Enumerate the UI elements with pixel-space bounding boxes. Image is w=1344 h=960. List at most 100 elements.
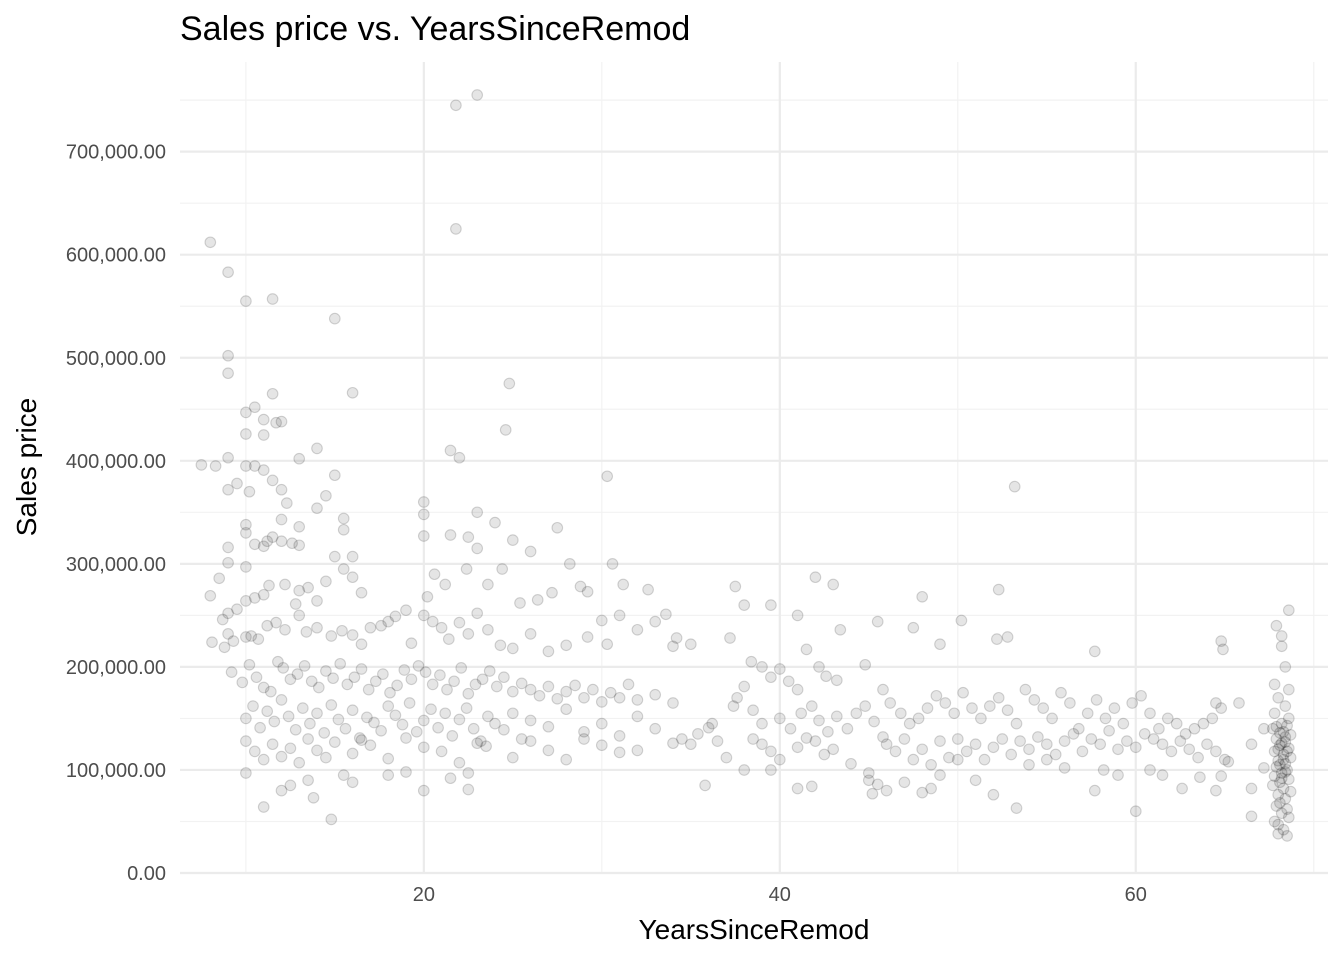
data-point	[1144, 707, 1156, 720]
data-point	[622, 678, 635, 691]
data-point	[336, 624, 348, 637]
data-point	[248, 538, 261, 551]
data-point	[724, 632, 736, 644]
data-point	[346, 704, 359, 717]
data-point	[1023, 758, 1035, 771]
data-point	[332, 713, 345, 726]
data-point	[311, 621, 323, 634]
data-point	[266, 738, 279, 751]
data-point	[266, 531, 279, 543]
data-point	[1258, 722, 1270, 735]
data-point	[325, 813, 338, 826]
data-point	[284, 779, 297, 792]
data-point	[809, 571, 822, 584]
data-point	[483, 665, 496, 677]
data-point	[346, 571, 359, 584]
data-point	[1270, 720, 1283, 733]
data-point	[412, 660, 425, 672]
data-point	[813, 661, 825, 673]
data-point	[595, 696, 608, 708]
data-point	[462, 628, 475, 640]
data-point	[1215, 635, 1228, 647]
data-point	[898, 733, 911, 745]
data-point	[595, 614, 608, 627]
data-point	[581, 631, 594, 643]
data-point	[222, 266, 234, 279]
x-tick-label: 20	[413, 884, 435, 906]
data-point	[252, 633, 265, 645]
data-point	[327, 672, 339, 685]
data-point	[453, 616, 466, 629]
data-point	[462, 767, 475, 779]
data-point	[240, 595, 252, 607]
data-point	[745, 655, 758, 668]
data-point	[293, 609, 306, 622]
data-point	[222, 607, 234, 620]
data-point	[300, 626, 313, 638]
data-point	[1112, 743, 1124, 756]
data-point	[1144, 764, 1156, 776]
data-point	[1277, 753, 1290, 766]
data-point	[542, 744, 555, 757]
data-point	[524, 735, 537, 747]
data-point	[862, 774, 875, 787]
data-point	[286, 537, 298, 550]
data-point	[631, 623, 644, 636]
data-point	[1233, 697, 1245, 709]
data-point	[482, 623, 494, 636]
data-point	[1266, 722, 1279, 735]
data-point	[453, 713, 466, 726]
data-point	[1097, 764, 1110, 776]
data-point	[667, 640, 679, 653]
data-point	[692, 728, 704, 740]
data-point	[346, 550, 359, 563]
data-point	[275, 784, 288, 797]
data-point	[975, 712, 987, 725]
data-point	[845, 757, 857, 770]
data-point	[649, 688, 662, 701]
data-point	[800, 732, 813, 744]
data-point	[231, 477, 243, 490]
data-point	[756, 738, 768, 751]
data-point	[499, 424, 512, 436]
data-point	[482, 578, 494, 591]
data-point	[951, 733, 964, 745]
data-point	[307, 791, 320, 804]
data-point	[670, 632, 683, 644]
data-point	[1277, 748, 1290, 761]
data-point	[270, 416, 282, 429]
data-point	[403, 697, 416, 709]
data-point	[1081, 707, 1094, 720]
data-point	[969, 738, 982, 751]
data-point	[284, 742, 297, 755]
data-point	[613, 746, 626, 759]
data-point	[364, 621, 377, 634]
data-point	[613, 609, 626, 622]
data-point	[240, 460, 252, 472]
data-point	[667, 697, 679, 709]
data-point	[446, 730, 459, 742]
data-point	[503, 377, 516, 390]
data-point	[1268, 707, 1281, 720]
data-point	[328, 736, 341, 748]
data-point	[903, 717, 916, 730]
data-point	[1088, 784, 1101, 797]
data-point	[578, 691, 590, 704]
data-point	[1279, 736, 1292, 748]
data-point	[328, 312, 341, 325]
data-point	[261, 535, 274, 548]
data-point	[348, 671, 361, 684]
data-point	[337, 523, 350, 536]
data-point	[791, 741, 804, 754]
data-point	[1279, 731, 1292, 743]
data-point	[1275, 640, 1288, 653]
data-point	[1023, 743, 1035, 756]
data-point	[1275, 767, 1288, 779]
data-point	[613, 730, 626, 742]
data-point	[578, 725, 590, 738]
data-point	[236, 676, 249, 689]
data-point	[434, 669, 446, 681]
x-tick-label: 60	[1125, 884, 1147, 906]
data-point	[325, 630, 338, 642]
data-point	[805, 780, 818, 793]
